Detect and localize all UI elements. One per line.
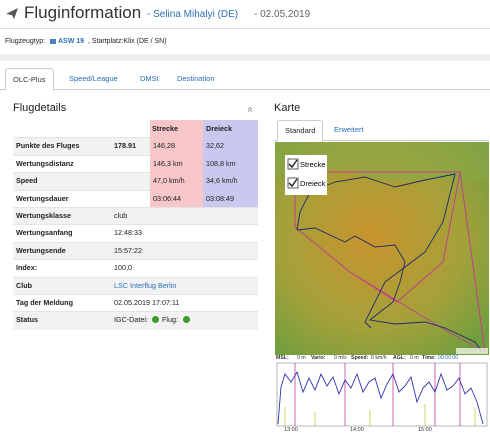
barogram: [275, 355, 489, 435]
checkbox[interactable]: [287, 158, 299, 170]
col-bg: [150, 120, 203, 207]
row-label: Wertungsanfang: [16, 228, 73, 238]
row-bg: [13, 224, 258, 243]
time-label: 13:00: [284, 427, 298, 433]
row-bg: [13, 172, 150, 191]
row-label: Punkte des Fluges: [16, 141, 80, 151]
map-tab-line: [275, 140, 489, 141]
map-title: Karte: [274, 102, 301, 114]
layer-label: Dreieck: [300, 179, 326, 188]
strecke-value: 146,3 km: [153, 158, 183, 168]
tab[interactable]: Speed/League: [69, 74, 118, 83]
col-head: Strecke: [152, 124, 178, 133]
time-label: 14:00: [350, 427, 364, 433]
row-label: Speed: [16, 176, 38, 186]
baro-label: Time:: [422, 355, 436, 361]
row-bg: [13, 294, 258, 313]
row-bg: [13, 189, 150, 208]
col-head: Dreieck: [206, 124, 232, 133]
baro-label: MSL:: [276, 355, 289, 361]
status-icon: [183, 316, 190, 324]
baro-label: 00:00:00: [438, 355, 459, 361]
row-label: Wertungsdistanz: [16, 158, 74, 168]
time-label: 15:00: [418, 427, 432, 433]
strecke-value: 146,28: [153, 141, 175, 151]
details-title: Flugdetails: [13, 102, 67, 114]
baro-label: 0 m: [297, 355, 306, 361]
row-value: 15:57:22: [114, 245, 142, 255]
row-value: 02.05.2019 17:07:11: [114, 298, 180, 307]
row-value: 178.91: [114, 141, 136, 151]
map-tab[interactable]: Erweitert: [334, 125, 364, 134]
dreieck-value: 03:08:49: [206, 193, 234, 203]
row-label: Status: [16, 315, 38, 325]
row-bg: [13, 276, 258, 295]
row-label: Index:: [16, 263, 38, 273]
collapse[interactable]: «: [244, 106, 256, 113]
plane-icon: [6, 8, 18, 19]
map: Strecke Dreieck: [275, 142, 489, 435]
aircraft-label: Flugzeugtyp:: [5, 38, 46, 45]
row-bg: [13, 259, 258, 278]
row-bg: [13, 311, 258, 330]
dreieck-value: 32,62: [206, 141, 224, 151]
baro-label: AGL:: [393, 355, 406, 361]
dreieck-value: 108,8 km: [206, 158, 236, 168]
tab[interactable]: Destination: [177, 74, 215, 83]
tab[interactable]: DMSt: [140, 74, 159, 83]
pilot-link[interactable]: - Selina Mihalyi (DE): [147, 9, 239, 20]
status-icon: [152, 316, 159, 324]
row-bg: [13, 241, 258, 261]
row-bg: [13, 207, 258, 226]
row-label: Wertungsende: [16, 245, 66, 255]
baro-label: Vario:: [311, 355, 326, 361]
row-label: Wertungsklasse: [16, 211, 71, 220]
row-label: Club: [16, 280, 32, 290]
checkbox[interactable]: [287, 177, 299, 189]
baro-label: 0 m: [410, 355, 419, 361]
row-label: Wertungsdauer: [16, 193, 69, 203]
aircraft-icon: [50, 39, 56, 44]
flight-label: Flug:: [162, 315, 178, 325]
col-bg: [203, 120, 258, 207]
igc-label: IGC-Datei:: [114, 315, 148, 325]
row-bg: [13, 137, 150, 156]
row-value: club: [114, 211, 128, 220]
baro-label: 0 m/s: [334, 355, 347, 361]
launch-site-text: Startplatz:Klix (DE / SN): [91, 38, 167, 45]
flight-date: - 02.05.2019: [254, 9, 311, 20]
tab[interactable]: OLC-Plus: [5, 68, 54, 91]
strecke-value: 03:06:44: [153, 193, 181, 203]
dreieck-value: 34,6 km/h: [206, 176, 238, 186]
club-link[interactable]: LSC Interflug Berlin: [114, 280, 177, 290]
row-bg: [13, 154, 150, 174]
launch-site: , Startplatz:Klix (DE / SN): [88, 38, 167, 45]
strecke-value: 47,0 km/h: [153, 176, 185, 186]
aircraft-link[interactable]: ASW 19: [58, 38, 85, 45]
map-tab[interactable]: Standard: [277, 120, 324, 142]
divider: [0, 28, 490, 29]
row-value: 100,0: [114, 263, 132, 273]
baro-label: 0 km/h: [371, 355, 387, 361]
row-label: Tag der Meldung: [16, 298, 73, 307]
band: [0, 54, 490, 61]
page-title: Fluginformation: [24, 3, 142, 22]
row-value: 12:48:33: [114, 228, 142, 238]
tab-line: [0, 89, 490, 90]
baro-label: Speed:: [351, 355, 369, 361]
layer-label: Strecke: [300, 160, 325, 169]
